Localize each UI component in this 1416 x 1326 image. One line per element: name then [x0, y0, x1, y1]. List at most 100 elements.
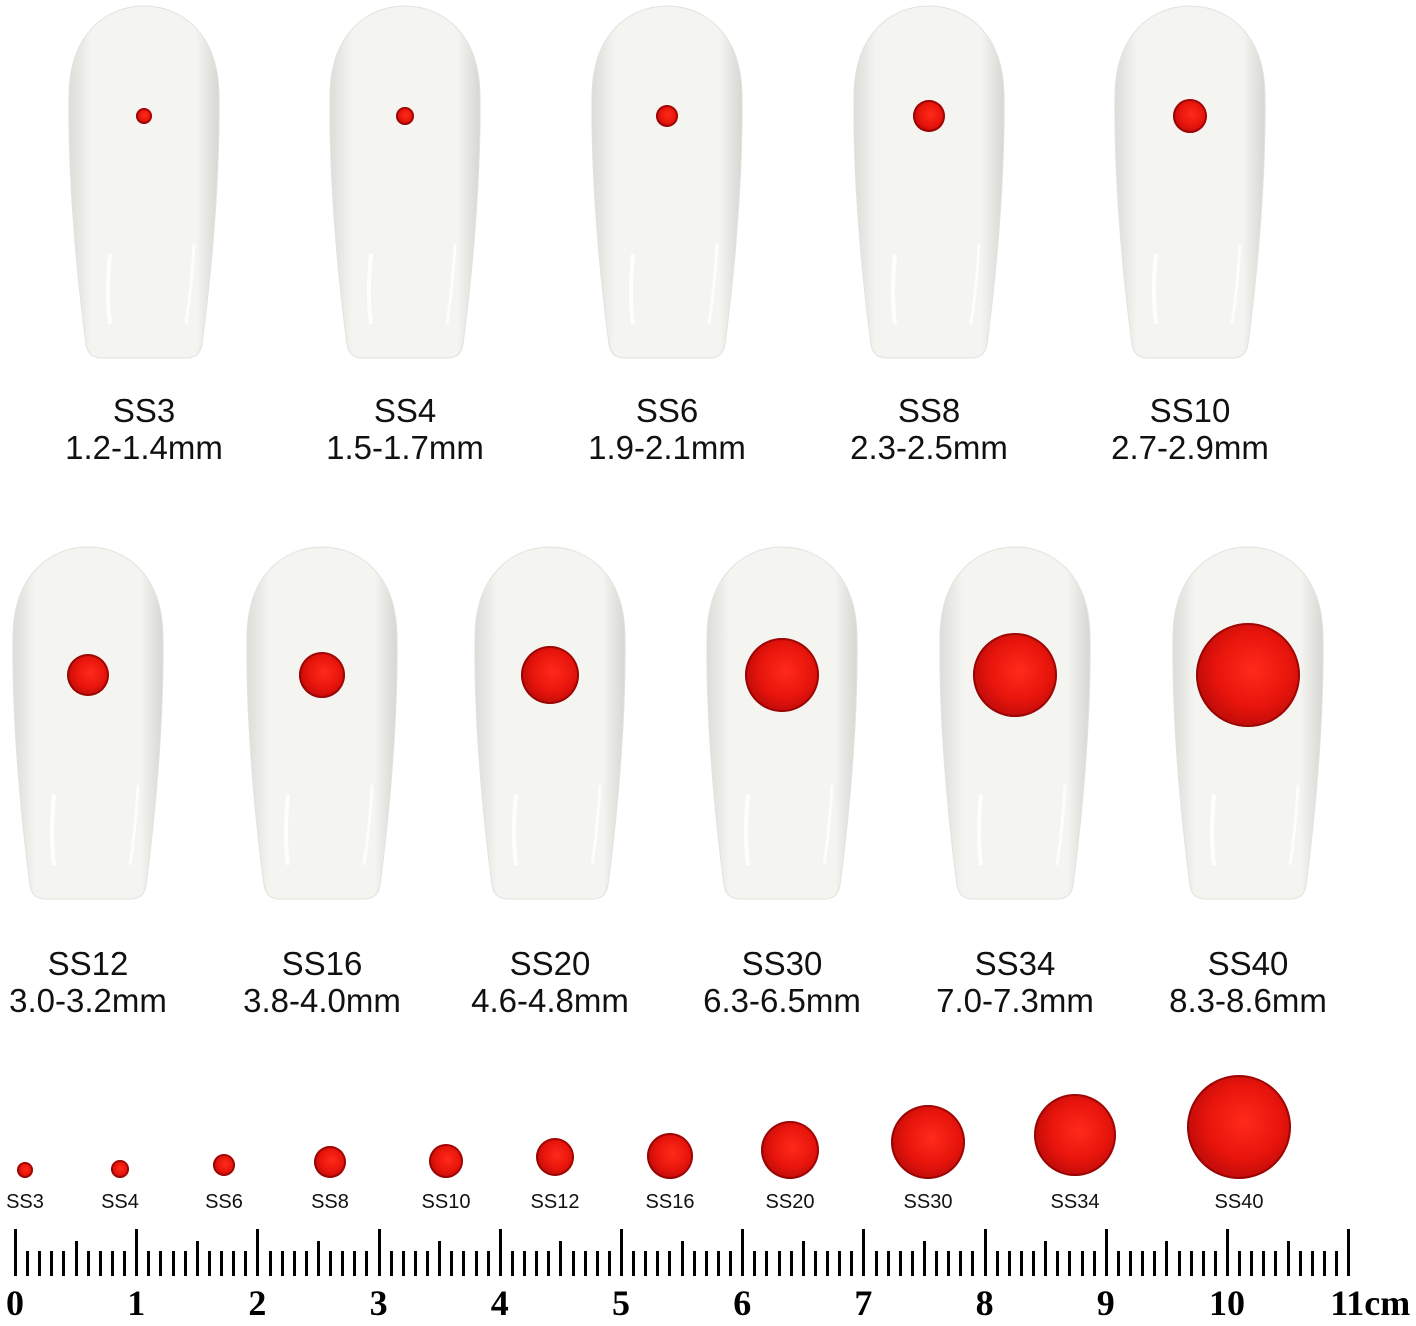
- small-size-label: SS12: [530, 1191, 580, 1213]
- small-size-label: SS8: [311, 1191, 349, 1213]
- ruler-tick: [498, 1229, 502, 1276]
- ruler-tick: [1286, 1241, 1290, 1276]
- rhinestone-icon: [429, 1144, 463, 1178]
- size-name: SS10: [1149, 392, 1231, 429]
- ruler-tick: [450, 1251, 454, 1276]
- ruler-tick: [256, 1229, 260, 1276]
- ruler-tick: [159, 1251, 163, 1276]
- ruler-tick: [777, 1251, 781, 1276]
- ruler-number: 10: [1209, 1283, 1245, 1323]
- ruler-tick: [50, 1251, 54, 1276]
- nail-icon: [1112, 4, 1268, 365]
- ruler-tick: [898, 1251, 902, 1276]
- ruler-tick: [583, 1251, 587, 1276]
- ruler-number: 1: [127, 1283, 146, 1323]
- ruler-tick: [280, 1251, 284, 1276]
- ruler-tick: [377, 1229, 381, 1276]
- size-name: SS40: [1207, 945, 1289, 982]
- ruler-tick: [1068, 1251, 1072, 1276]
- ruler-tick: [1189, 1251, 1193, 1276]
- nail-icon: [244, 545, 400, 906]
- ruler-tick: [886, 1251, 890, 1276]
- ruler-number: 2: [248, 1283, 267, 1323]
- size-label: SS40 8.3-8.6mm: [1169, 945, 1327, 1019]
- size-label: SS12 3.0-3.2mm: [9, 945, 167, 1019]
- ruler-tick: [523, 1251, 527, 1276]
- size-name: SS12: [47, 945, 129, 982]
- ruler-tick: [910, 1251, 914, 1276]
- rhinestone-icon: [299, 652, 345, 698]
- ruler-tick: [147, 1251, 151, 1276]
- rhinestone-icon: [536, 1138, 574, 1176]
- size-label: SS4 1.5-1.7mm: [326, 392, 484, 466]
- ruler-tick: [268, 1251, 272, 1276]
- ruler-tick: [1116, 1251, 1120, 1276]
- rhinestone-icon: [1187, 1075, 1291, 1179]
- small-size-label: SS6: [205, 1191, 243, 1213]
- ruler-tick: [1019, 1251, 1023, 1276]
- rhinestone-icon: [973, 633, 1057, 717]
- ruler-tick: [632, 1251, 636, 1276]
- ruler-tick: [862, 1229, 866, 1276]
- ruler-tick: [704, 1251, 708, 1276]
- ruler-tick: [874, 1251, 878, 1276]
- small-size-label: SS3: [6, 1191, 44, 1213]
- ruler-tick: [171, 1251, 175, 1276]
- ruler-tick: [1104, 1229, 1108, 1276]
- ruler-tick: [401, 1251, 405, 1276]
- ruler-tick: [244, 1251, 248, 1276]
- size-range: 2.7-2.9mm: [1111, 429, 1269, 466]
- rhinestone-icon: [17, 1162, 33, 1178]
- rhinestone-icon: [913, 100, 945, 132]
- size-range: 1.5-1.7mm: [326, 429, 484, 466]
- size-label: SS16 3.8-4.0mm: [243, 945, 401, 1019]
- size-name: SS20: [509, 945, 591, 982]
- ruler-tick: [716, 1251, 720, 1276]
- rhinestone-icon: [396, 107, 414, 125]
- small-size-label: SS4: [101, 1191, 139, 1213]
- ruler-tick: [813, 1251, 817, 1276]
- ruler-tick: [1322, 1251, 1326, 1276]
- ruler-tick: [486, 1251, 490, 1276]
- nail-icon: [472, 545, 628, 906]
- small-size-label: SS10: [421, 1191, 471, 1213]
- nail-icon: [10, 545, 166, 906]
- size-range: 4.6-4.8mm: [471, 982, 629, 1019]
- ruler-tick: [947, 1251, 951, 1276]
- ruler-tick: [789, 1251, 793, 1276]
- size-name: SS3: [112, 392, 176, 429]
- size-name: SS16: [281, 945, 363, 982]
- ruler-tick: [983, 1229, 987, 1276]
- small-size-label: SS40: [1214, 1191, 1264, 1213]
- rhinestone-icon: [111, 1160, 129, 1178]
- nail-icon: [327, 4, 483, 365]
- ruler-tick: [123, 1251, 127, 1276]
- size-name: SS4: [373, 392, 437, 429]
- ruler-tick: [559, 1241, 563, 1276]
- ruler-tick: [207, 1251, 211, 1276]
- ruler-tick: [995, 1251, 999, 1276]
- small-size-label: SS34: [1050, 1191, 1100, 1213]
- ruler-tick: [304, 1251, 308, 1276]
- rhinestone-icon: [136, 108, 152, 124]
- ruler-tick: [620, 1229, 623, 1276]
- ruler-tick: [1310, 1251, 1314, 1276]
- ruler-tick: [535, 1251, 539, 1276]
- ruler-tick: [741, 1229, 745, 1276]
- ruler-number: 0: [6, 1283, 24, 1323]
- size-label: SS3 1.2-1.4mm: [65, 392, 223, 466]
- rhinestone-icon: [745, 638, 819, 712]
- ruler-tick: [826, 1251, 830, 1276]
- ruler-tick: [959, 1251, 963, 1276]
- ruler-tick: [389, 1251, 393, 1276]
- size-range: 3.8-4.0mm: [243, 982, 401, 1019]
- size-range: 2.3-2.5mm: [850, 429, 1008, 466]
- ruler-number: 9: [1096, 1283, 1115, 1323]
- rhinestone-icon: [1173, 99, 1207, 133]
- ruler-number: 5: [612, 1283, 630, 1323]
- rhinestone-icon: [1034, 1094, 1116, 1176]
- ruler-tick: [680, 1241, 684, 1276]
- nail-icon: [704, 545, 860, 906]
- nail-icon: [589, 4, 745, 365]
